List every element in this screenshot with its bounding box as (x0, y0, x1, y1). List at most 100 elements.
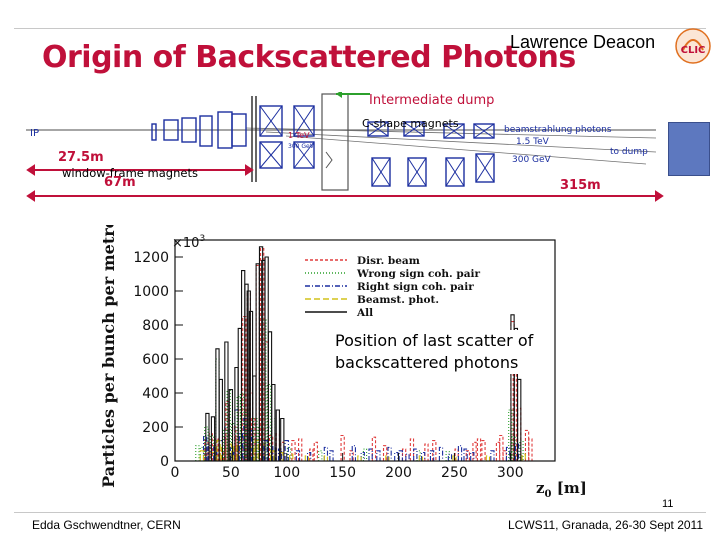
histogram-bar (420, 451, 426, 461)
label-window-frame-magnets: window-frame magnets (62, 166, 198, 180)
c-magnet-1 (367, 121, 389, 137)
chart-ylabel: Particles per bunch per metre (100, 225, 118, 488)
page-number: 11 (662, 498, 674, 510)
clic-logo-icon: CLIC (675, 28, 711, 64)
histogram-bar (323, 446, 329, 461)
c-magnet-5 (443, 123, 465, 139)
histogram-bar (218, 378, 223, 461)
wf-magnet-9 (259, 141, 283, 169)
histogram-bar (298, 438, 303, 461)
label-1tev: 1 TeV (288, 131, 310, 140)
histogram-bar (447, 453, 453, 461)
label-300gev: 300 GeV (512, 155, 552, 165)
histogram-bar (409, 438, 415, 461)
histogram-bar (244, 283, 249, 461)
histogram-bar (340, 434, 345, 461)
histogram-bar (226, 389, 231, 461)
c-magnet-7 (473, 123, 495, 139)
histogram-bar (275, 409, 280, 461)
label-300gev-small: 300 GeV (288, 143, 315, 150)
histogram-bar (284, 440, 289, 461)
histogram-bar (519, 440, 524, 461)
histogram-bar (465, 450, 470, 461)
histogram-bar (357, 455, 362, 461)
label-intermediate-dump: Intermediate dump (369, 93, 495, 108)
histogram-bar (376, 450, 381, 461)
histogram-bar (385, 455, 390, 461)
histogram-bar (237, 327, 242, 461)
beamline-diagram: IP 1 TeV 300 GeV (26, 92, 664, 202)
chart-y-multiplier: ×103 (172, 234, 205, 251)
legend-label: Wrong sign coh. pair (356, 268, 480, 280)
wf-magnet-4 (199, 115, 213, 147)
histogram-bar (224, 341, 229, 461)
histogram-bar (204, 426, 209, 461)
label-beamstrahlung: beamstrahlung photons (504, 125, 612, 135)
legend-label: Beamst. phot. (357, 294, 439, 306)
dump-arrow-icon (336, 92, 342, 98)
histogram-bar (213, 446, 218, 461)
histogram-bar (485, 455, 491, 461)
c-magnet-6 (445, 157, 465, 187)
histogram-bar (234, 409, 239, 461)
bottom-rule (14, 512, 706, 513)
histogram-bar (351, 445, 356, 461)
c-magnet-2 (371, 157, 391, 187)
histogram-bar (424, 443, 429, 461)
legend-label: Right sign coh. pair (357, 281, 474, 293)
detector-box (668, 122, 710, 176)
chart-xlabel: z0 [m] (536, 479, 587, 500)
histogram-bar (205, 412, 210, 461)
histogram-bar (490, 450, 495, 461)
wf-magnet-10 (293, 141, 315, 169)
histogram-bar (277, 448, 283, 461)
histogram-bar (304, 455, 310, 461)
histogram-bar (418, 455, 424, 461)
wf-magnet-8 (293, 105, 315, 137)
spent-beam-line-3 (285, 135, 647, 165)
wf-magnet-1 (151, 123, 157, 141)
histogram-bar (267, 331, 273, 461)
x-tick-label: 100 (273, 465, 300, 481)
dump-chevron-icon (325, 151, 333, 169)
chart-frame (174, 239, 556, 462)
histogram-bar (499, 434, 504, 461)
histogram-bar (524, 429, 530, 461)
histogram-bar (249, 446, 255, 461)
histogram-bar (329, 450, 334, 461)
histogram-bar (255, 263, 260, 461)
y-tick-label: 600 (142, 352, 169, 368)
label-1-5tev: 1.5 TeV (516, 137, 550, 147)
histogram-bar (495, 441, 501, 461)
annotation-line-1: Position of last scatter of (335, 331, 534, 350)
y-tick-label: 800 (142, 318, 169, 334)
histogram-bar (318, 450, 323, 461)
label-27-5m: 27.5m (58, 150, 104, 165)
histogram-bar (368, 448, 373, 461)
histogram-bar (387, 446, 392, 461)
histogram-bar (199, 446, 204, 461)
wf-magnet-7 (259, 105, 283, 137)
histogram-bar (362, 448, 368, 461)
footer-presenter: Edda Gschwendtner, CERN (32, 518, 181, 532)
annotation-line-2: backscattered photons (335, 353, 519, 372)
histogram-bar (394, 451, 399, 461)
histogram-bar (505, 446, 511, 461)
histogram-bar (199, 450, 204, 461)
c-magnet-8 (475, 153, 495, 183)
histogram-bar (253, 417, 258, 461)
y-tick-label: 400 (142, 386, 169, 402)
label-c-shape-magnets: C-shape magnets (362, 117, 459, 130)
x-tick-label: 150 (329, 465, 356, 481)
logo-text: CLIC (681, 45, 706, 56)
histogram-bar (398, 450, 403, 461)
histogram-bar (313, 441, 318, 461)
c-magnet-4 (407, 157, 427, 187)
c-magnet-3 (403, 121, 425, 137)
histogram-bar (291, 440, 296, 461)
histogram-bar (472, 441, 477, 461)
histogram-bar (289, 453, 294, 461)
histogram-bar (502, 450, 507, 461)
author-name: Lawrence Deacon (510, 32, 656, 52)
